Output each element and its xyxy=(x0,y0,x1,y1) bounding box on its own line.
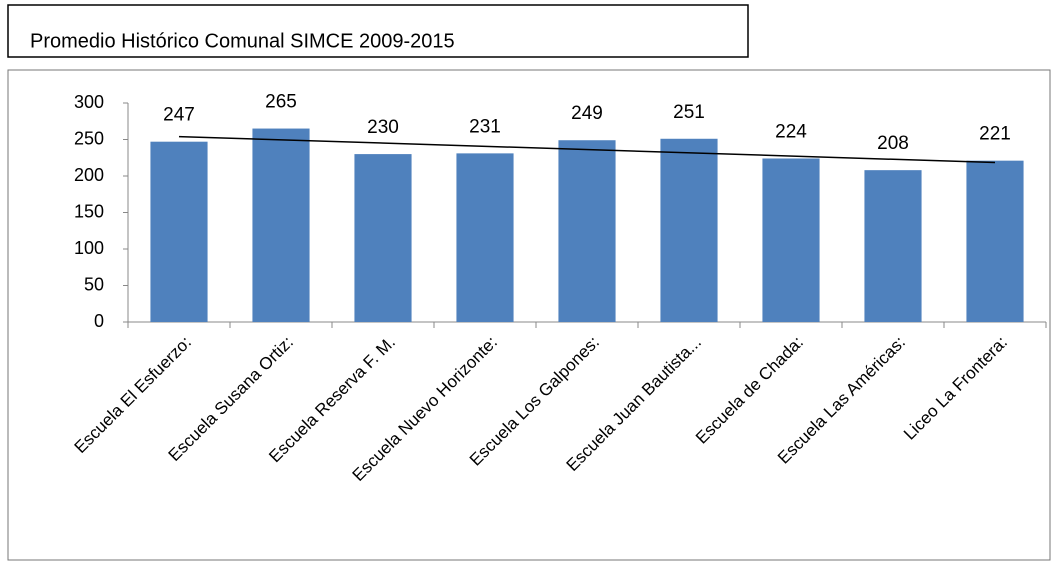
bar xyxy=(660,138,718,322)
bar xyxy=(558,140,616,322)
value-label: 208 xyxy=(877,133,909,154)
y-tick-label: 50 xyxy=(84,274,104,294)
title-box xyxy=(7,4,749,58)
y-tick-label: 0 xyxy=(94,311,104,331)
bar xyxy=(150,141,208,322)
value-label: 247 xyxy=(163,105,195,126)
bar xyxy=(456,153,514,322)
value-label: 265 xyxy=(265,92,297,113)
y-tick-label: 200 xyxy=(74,165,104,185)
chart-title: Promedio Histórico Comunal SIMCE 2009-20… xyxy=(30,30,455,52)
value-label: 230 xyxy=(367,117,399,138)
trend-line xyxy=(178,135,996,164)
y-tick-label: 100 xyxy=(74,238,104,258)
value-label: 231 xyxy=(469,116,501,137)
y-tick-label: 300 xyxy=(74,92,104,112)
bar xyxy=(762,158,820,322)
bar xyxy=(864,170,922,322)
value-label: 249 xyxy=(571,103,603,124)
bar xyxy=(354,154,412,322)
y-tick-label: 250 xyxy=(74,128,104,148)
value-label: 221 xyxy=(979,124,1011,145)
value-label: 251 xyxy=(673,102,705,123)
bar xyxy=(966,160,1024,322)
bar xyxy=(252,128,310,322)
value-label: 224 xyxy=(775,121,807,142)
y-tick-label: 150 xyxy=(74,201,104,221)
